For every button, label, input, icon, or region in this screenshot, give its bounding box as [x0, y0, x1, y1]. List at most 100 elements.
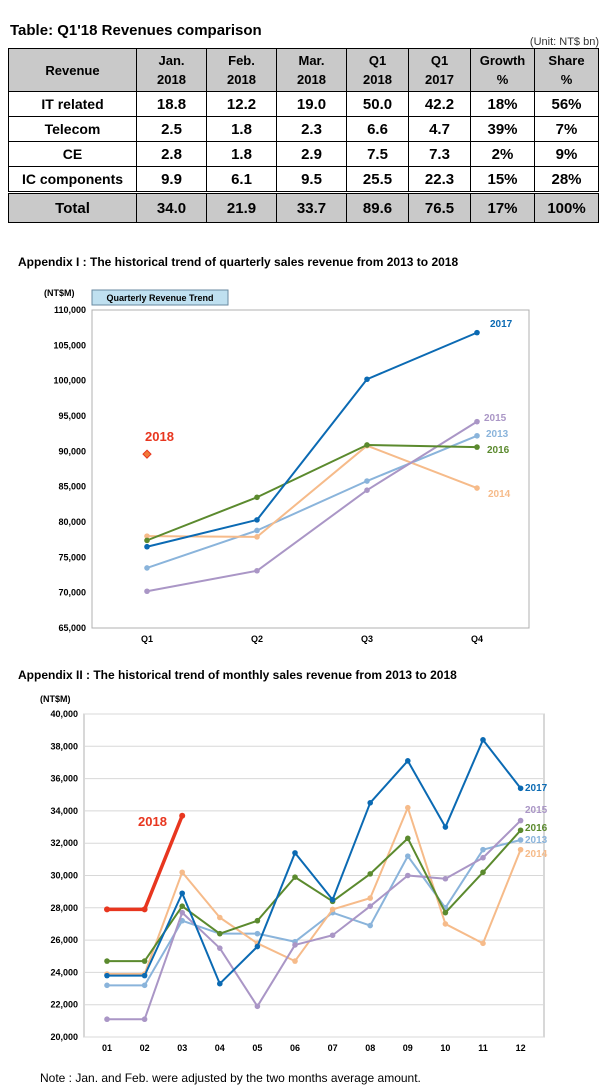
series-line-2016: [107, 829, 522, 963]
series-label-2014: 2014: [488, 489, 511, 500]
data-point-2014: [254, 534, 260, 540]
table-cell: 18.8: [136, 91, 207, 117]
table-cell: 42.2: [408, 91, 471, 117]
table-cell: 2%: [470, 141, 535, 167]
data-point-2015: [254, 567, 260, 574]
x-tick-label: Q3: [361, 634, 373, 644]
table-cell: 9%: [534, 141, 599, 167]
data-point-2017: [254, 517, 260, 523]
revenue-table: Revenue Jan. 2018 Feb. 2018 Mar. 2018 Q1 201…: [8, 48, 599, 223]
y-tick-label: 70,000: [58, 588, 86, 598]
data-point-2018: [141, 906, 148, 913]
row-label: Telecom: [8, 116, 137, 142]
data-point-2013: [144, 565, 150, 571]
table-cell: 33.7: [276, 191, 347, 223]
table-cell: 1.8: [206, 141, 277, 167]
y-tick-label: 20,000: [50, 1032, 78, 1042]
y-tick-label: 80,000: [58, 517, 86, 527]
data-point-2018: [104, 906, 110, 913]
data-point-2015: [480, 854, 486, 861]
data-point-2016: [517, 827, 524, 834]
data-point-2014: [144, 533, 150, 539]
table-cell: 15%: [470, 166, 535, 193]
x-tick-label: 01: [102, 1043, 112, 1053]
data-point-2013: [474, 432, 480, 439]
y-tick-label: 40,000: [50, 709, 78, 719]
x-tick-label: 04: [215, 1043, 225, 1053]
x-tick-label: 10: [440, 1043, 450, 1053]
table-cell: 7.3: [408, 141, 471, 167]
y-tick-label: 90,000: [58, 446, 86, 456]
series-label-2018: 2018: [145, 429, 174, 444]
table-cell: 2.3: [276, 116, 347, 142]
x-tick-label: Q2: [251, 634, 263, 644]
row-label: IT related: [8, 91, 137, 117]
table-cell: 2.8: [136, 141, 207, 167]
y-tick-label: 95,000: [58, 411, 86, 421]
data-point-2015: [364, 487, 370, 493]
data-point-2015: [474, 418, 480, 425]
data-point-2016: [217, 930, 223, 937]
data-point-2015: [442, 875, 449, 882]
table-title: Table: Q1'18 Revenues comparison: [10, 22, 262, 39]
y-tick-label: 105,000: [53, 340, 86, 350]
appendix-1-title: Appendix I : The historical trend of qua…: [18, 255, 459, 269]
footnote: Note : Jan. and Feb. were adjusted by th…: [40, 1071, 421, 1085]
y-tick-label: 22,000: [50, 1000, 78, 1010]
data-point-2015: [141, 1016, 148, 1023]
y-tick-label: 26,000: [50, 935, 78, 945]
data-point-2017: [254, 943, 261, 950]
series-label-2013: 2013: [486, 429, 509, 440]
series-label-2018: 2018: [138, 814, 167, 829]
data-point-2017: [474, 329, 480, 336]
series-line-2015: [146, 420, 478, 593]
series-label-2015: 2015: [484, 413, 507, 424]
series-label-2014: 2014: [525, 849, 548, 860]
data-point-2013: [364, 478, 370, 484]
series-line-2015: [107, 819, 522, 1021]
data-point-2015: [517, 817, 524, 824]
series-line-2016: [146, 443, 478, 542]
table-cell: 50.0: [346, 91, 409, 117]
header-mar: Mar. 2018: [276, 48, 347, 92]
data-point-2014: [329, 906, 336, 913]
plot-area: [91, 309, 530, 629]
data-point-2017: [405, 758, 411, 764]
data-point-2016: [367, 871, 374, 877]
data-point-2016: [144, 537, 150, 544]
table-cell: 2.5: [136, 116, 207, 142]
data-point-2013: [254, 930, 261, 937]
table-row: IC components 9.9 6.1 9.5 25.5 22.3 15% …: [8, 166, 599, 193]
header-share: Share%: [534, 48, 599, 92]
data-point-2015: [405, 872, 411, 879]
y-tick-label: 32,000: [50, 838, 78, 848]
data-point-2015: [179, 909, 185, 916]
series-line-2013: [146, 434, 478, 569]
series-label-2016: 2016: [487, 445, 510, 456]
header-q1-2017: Q1 2017: [408, 48, 471, 92]
data-point-2016: [442, 909, 449, 916]
data-point-2013: [254, 527, 260, 534]
data-point-2014: [474, 485, 480, 491]
series-line-2014: [146, 444, 478, 538]
header-q1-2018: Q1 2018: [346, 48, 409, 92]
row-label: CE: [8, 141, 137, 167]
x-tick-label: 09: [403, 1043, 413, 1053]
data-point-2015: [254, 1003, 261, 1010]
quarterly-revenue-chart: 65,000 70,000 75,000 80,000 85,000 90,000 95,0…: [44, 288, 530, 644]
x-tick-label: 11: [478, 1043, 488, 1053]
data-point-2017: [329, 896, 336, 903]
x-tick-label: 06: [290, 1043, 300, 1053]
data-point-2014: [179, 869, 185, 876]
monthly-revenue-chart: 20,000 22,000 24,000 26,000 28,000 30,000 32,0…: [40, 694, 548, 1053]
table-row: CE 2.8 1.8 2.9 7.5 7.3 2% 9%: [8, 141, 599, 167]
table-cell: 7%: [534, 116, 599, 142]
table-cell: 2.9: [276, 141, 347, 167]
x-tick-label: 03: [177, 1043, 187, 1053]
table-cell: 17%: [470, 191, 535, 223]
series-line-2017: [107, 738, 522, 985]
data-point-2016: [254, 494, 260, 501]
table-cell: 25.5: [346, 166, 409, 193]
y-tick-label: 38,000: [50, 741, 78, 751]
data-point-2017: [144, 543, 150, 550]
